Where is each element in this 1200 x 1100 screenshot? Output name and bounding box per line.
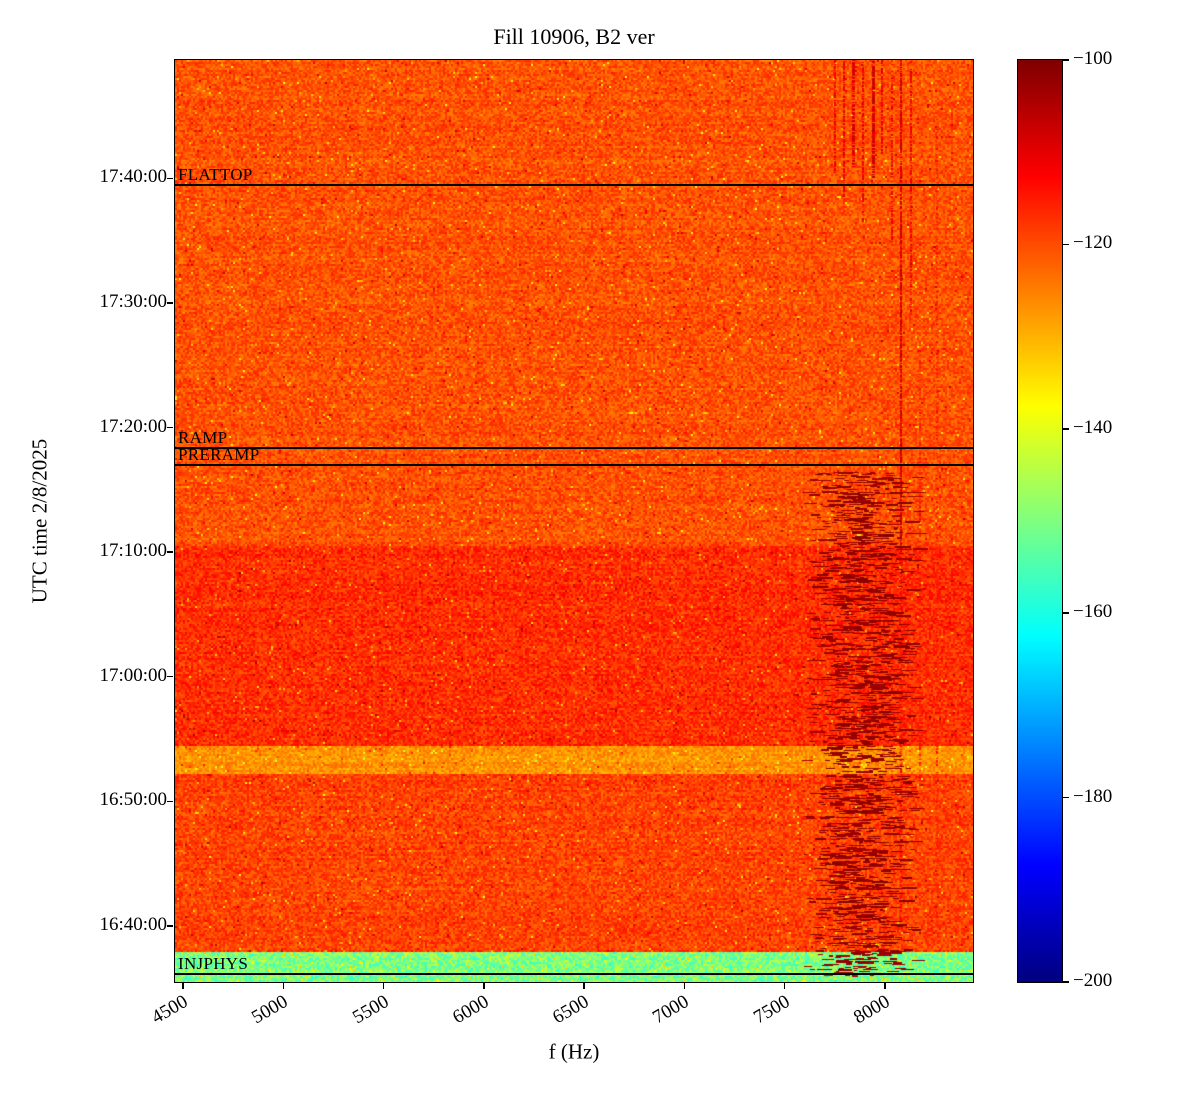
annotation-label-flattop: FLATTOP	[178, 164, 253, 184]
annotation-line-ramp	[175, 447, 973, 450]
annotation-line-injphys	[175, 972, 973, 975]
y-tick-mark	[167, 675, 173, 678]
colorbar	[1018, 60, 1062, 982]
colorbar-tick-mark	[1063, 796, 1069, 799]
spectrogram-canvas	[175, 60, 973, 982]
x-tick-mark	[583, 983, 585, 989]
annotation-label-injphys: INJPHYS	[178, 953, 249, 973]
colorbar-tick-label: −180	[1073, 785, 1113, 807]
y-tick-label: 17:00:00	[99, 664, 167, 686]
y-axis-label: UTC time 2/8/2025	[27, 438, 52, 604]
colorbar-canvas	[1018, 60, 1062, 982]
x-tick-mark	[282, 983, 285, 989]
x-tick-mark	[683, 983, 686, 989]
x-tick-mark	[483, 983, 485, 989]
colorbar-tick-mark	[1063, 612, 1069, 614]
x-axis-label: f (Hz)	[548, 1039, 600, 1064]
y-tick-mark	[167, 177, 173, 180]
y-tick-label: 16:50:00	[99, 789, 167, 811]
x-tick-label: 7000	[649, 991, 693, 1029]
colorbar-tick-mark	[1063, 428, 1069, 430]
annotation-line-preramp	[175, 463, 973, 466]
y-tick-label: 17:20:00	[99, 415, 167, 437]
y-tick-label: 17:10:00	[99, 540, 167, 562]
annotation-line-flattop	[175, 183, 973, 186]
y-tick-mark	[167, 551, 173, 553]
y-tick-label: 16:40:00	[99, 913, 167, 935]
plot-area	[175, 60, 973, 982]
x-tick-label: 5500	[348, 991, 393, 1029]
y-tick-label: 17:30:00	[99, 290, 167, 312]
colorbar-tick-label: −140	[1073, 416, 1113, 438]
colorbar-tick-mark	[1063, 981, 1069, 983]
y-tick-mark	[167, 302, 173, 304]
x-tick-label: 5000	[248, 991, 292, 1029]
annotation-label-preramp: PRERAMP	[178, 444, 260, 464]
y-tick-mark	[167, 925, 173, 927]
colorbar-tick-label: −120	[1073, 232, 1113, 254]
colorbar-tick-label: −160	[1073, 601, 1113, 623]
x-tick-label: 8000	[849, 991, 894, 1029]
x-tick-label: 6000	[448, 991, 493, 1029]
x-tick-mark	[382, 983, 385, 989]
colorbar-tick-mark	[1063, 59, 1069, 61]
colorbar-tick-mark	[1063, 243, 1069, 246]
colorbar-tick-label: −100	[1073, 48, 1113, 69]
chart-title: Fill 10906, B2 ver	[493, 24, 655, 49]
y-tick-label: 17:40:00	[99, 166, 167, 188]
x-tick-label: 4500	[148, 991, 192, 1029]
annotation-label-ramp: RAMP	[178, 428, 228, 448]
y-tick-mark	[167, 426, 173, 429]
y-tick-mark	[167, 800, 173, 803]
x-tick-label: 7500	[749, 991, 794, 1029]
x-tick-mark	[783, 983, 786, 989]
x-tick-mark	[884, 983, 886, 989]
colorbar-tick-label: −200	[1073, 970, 1113, 991]
x-tick-mark	[182, 983, 184, 989]
